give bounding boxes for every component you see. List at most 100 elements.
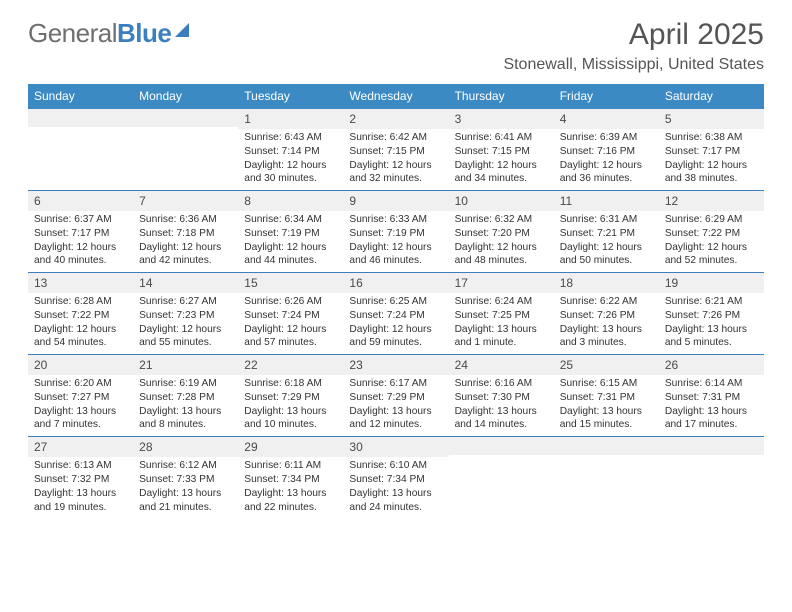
sunrise-text: Sunrise: 6:32 AM [455,213,548,227]
day-cell: 17Sunrise: 6:24 AMSunset: 7:25 PMDayligh… [449,273,554,354]
sunset-text: Sunset: 7:34 PM [244,473,337,487]
day-number: 10 [449,191,554,211]
day-cell: 11Sunrise: 6:31 AMSunset: 7:21 PMDayligh… [554,191,659,272]
day-number: 1 [238,109,343,129]
day-body: Sunrise: 6:12 AMSunset: 7:33 PMDaylight:… [133,457,238,518]
daylight-text: Daylight: 13 hours and 7 minutes. [34,405,127,433]
sunrise-text: Sunrise: 6:11 AM [244,459,337,473]
week-row: 27Sunrise: 6:13 AMSunset: 7:32 PMDayligh… [28,437,764,518]
sunset-text: Sunset: 7:22 PM [34,309,127,323]
day-cell: 15Sunrise: 6:26 AMSunset: 7:24 PMDayligh… [238,273,343,354]
day-cell: 4Sunrise: 6:39 AMSunset: 7:16 PMDaylight… [554,109,659,190]
daylight-text: Daylight: 12 hours and 52 minutes. [665,241,758,269]
day-body: Sunrise: 6:26 AMSunset: 7:24 PMDaylight:… [238,293,343,354]
dow-row: Sunday Monday Tuesday Wednesday Thursday… [28,84,764,109]
week-row: 20Sunrise: 6:20 AMSunset: 7:27 PMDayligh… [28,355,764,437]
daylight-text: Daylight: 12 hours and 36 minutes. [560,159,653,187]
sunset-text: Sunset: 7:29 PM [244,391,337,405]
sunset-text: Sunset: 7:23 PM [139,309,232,323]
day-cell [133,109,238,190]
day-number: 19 [659,273,764,293]
day-cell: 21Sunrise: 6:19 AMSunset: 7:28 PMDayligh… [133,355,238,436]
day-body: Sunrise: 6:29 AMSunset: 7:22 PMDaylight:… [659,211,764,272]
day-cell: 25Sunrise: 6:15 AMSunset: 7:31 PMDayligh… [554,355,659,436]
day-body [28,127,133,133]
day-body: Sunrise: 6:14 AMSunset: 7:31 PMDaylight:… [659,375,764,436]
day-number: 5 [659,109,764,129]
daylight-text: Daylight: 12 hours and 40 minutes. [34,241,127,269]
daylight-text: Daylight: 13 hours and 5 minutes. [665,323,758,351]
sunset-text: Sunset: 7:17 PM [665,145,758,159]
day-body: Sunrise: 6:33 AMSunset: 7:19 PMDaylight:… [343,211,448,272]
daylight-text: Daylight: 13 hours and 10 minutes. [244,405,337,433]
day-number: 8 [238,191,343,211]
sunrise-text: Sunrise: 6:42 AM [349,131,442,145]
day-body: Sunrise: 6:28 AMSunset: 7:22 PMDaylight:… [28,293,133,354]
sunset-text: Sunset: 7:17 PM [34,227,127,241]
day-cell: 30Sunrise: 6:10 AMSunset: 7:34 PMDayligh… [343,437,448,518]
sunrise-text: Sunrise: 6:43 AM [244,131,337,145]
day-number: 25 [554,355,659,375]
day-cell: 16Sunrise: 6:25 AMSunset: 7:24 PMDayligh… [343,273,448,354]
day-cell: 3Sunrise: 6:41 AMSunset: 7:15 PMDaylight… [449,109,554,190]
sunset-text: Sunset: 7:32 PM [34,473,127,487]
day-number: 12 [659,191,764,211]
day-number: 15 [238,273,343,293]
day-number: 17 [449,273,554,293]
daylight-text: Daylight: 13 hours and 1 minute. [455,323,548,351]
day-cell: 20Sunrise: 6:20 AMSunset: 7:27 PMDayligh… [28,355,133,436]
daylight-text: Daylight: 13 hours and 19 minutes. [34,487,127,515]
day-body: Sunrise: 6:32 AMSunset: 7:20 PMDaylight:… [449,211,554,272]
daylight-text: Daylight: 13 hours and 22 minutes. [244,487,337,515]
day-cell [659,437,764,518]
daylight-text: Daylight: 12 hours and 46 minutes. [349,241,442,269]
daylight-text: Daylight: 13 hours and 14 minutes. [455,405,548,433]
day-number: 6 [28,191,133,211]
day-cell: 10Sunrise: 6:32 AMSunset: 7:20 PMDayligh… [449,191,554,272]
day-number: 3 [449,109,554,129]
daylight-text: Daylight: 13 hours and 12 minutes. [349,405,442,433]
logo-part2: Blue [117,18,171,48]
sunset-text: Sunset: 7:30 PM [455,391,548,405]
daylight-text: Daylight: 12 hours and 42 minutes. [139,241,232,269]
sunset-text: Sunset: 7:25 PM [455,309,548,323]
sunset-text: Sunset: 7:26 PM [560,309,653,323]
day-number: 4 [554,109,659,129]
daylight-text: Daylight: 13 hours and 8 minutes. [139,405,232,433]
day-number [659,437,764,455]
sunrise-text: Sunrise: 6:22 AM [560,295,653,309]
calendar: Sunday Monday Tuesday Wednesday Thursday… [28,84,764,518]
day-number: 29 [238,437,343,457]
day-cell: 26Sunrise: 6:14 AMSunset: 7:31 PMDayligh… [659,355,764,436]
day-cell [449,437,554,518]
logo: GeneralBlue [28,18,189,49]
sunrise-text: Sunrise: 6:20 AM [34,377,127,391]
week-row: 1Sunrise: 6:43 AMSunset: 7:14 PMDaylight… [28,109,764,191]
sunset-text: Sunset: 7:16 PM [560,145,653,159]
day-body [554,455,659,461]
day-body: Sunrise: 6:16 AMSunset: 7:30 PMDaylight:… [449,375,554,436]
day-number: 13 [28,273,133,293]
sunrise-text: Sunrise: 6:36 AM [139,213,232,227]
daylight-text: Daylight: 12 hours and 38 minutes. [665,159,758,187]
day-cell: 9Sunrise: 6:33 AMSunset: 7:19 PMDaylight… [343,191,448,272]
daylight-text: Daylight: 12 hours and 30 minutes. [244,159,337,187]
sunset-text: Sunset: 7:26 PM [665,309,758,323]
day-body [449,455,554,461]
title-block: April 2025 Stonewall, Mississippi, Unite… [503,18,764,74]
daylight-text: Daylight: 12 hours and 59 minutes. [349,323,442,351]
dow-saturday: Saturday [659,84,764,109]
logo-part1: General [28,18,117,48]
sunset-text: Sunset: 7:22 PM [665,227,758,241]
daylight-text: Daylight: 13 hours and 17 minutes. [665,405,758,433]
page-title: April 2025 [503,18,764,52]
sunrise-text: Sunrise: 6:27 AM [139,295,232,309]
daylight-text: Daylight: 12 hours and 48 minutes. [455,241,548,269]
daylight-text: Daylight: 13 hours and 24 minutes. [349,487,442,515]
day-cell: 23Sunrise: 6:17 AMSunset: 7:29 PMDayligh… [343,355,448,436]
day-number: 24 [449,355,554,375]
day-body: Sunrise: 6:11 AMSunset: 7:34 PMDaylight:… [238,457,343,518]
day-body: Sunrise: 6:24 AMSunset: 7:25 PMDaylight:… [449,293,554,354]
day-number: 22 [238,355,343,375]
sunset-text: Sunset: 7:28 PM [139,391,232,405]
